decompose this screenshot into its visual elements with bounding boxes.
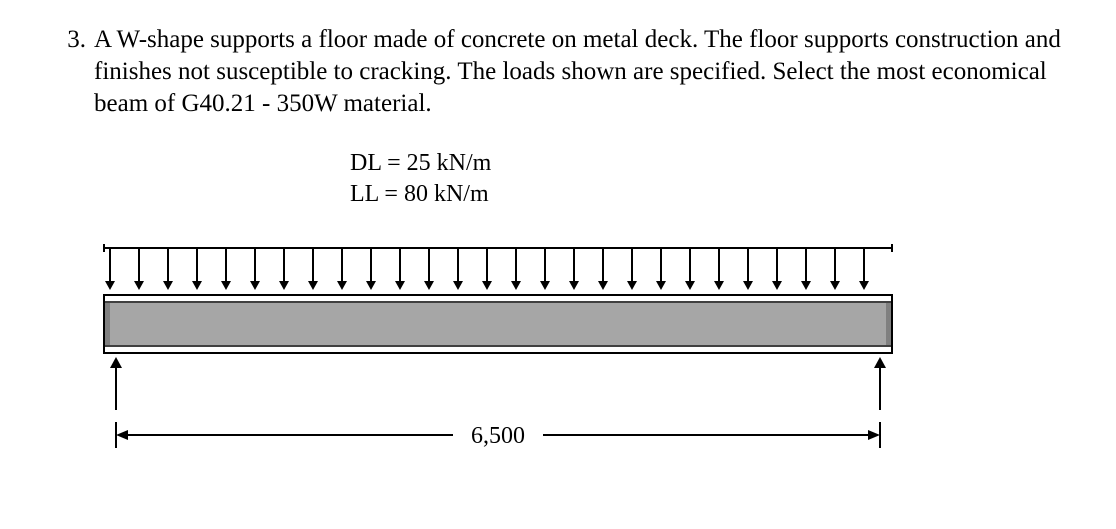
span-dimension-label: 6,500 xyxy=(471,423,525,449)
page: 3. A W-shape supports a floor made of co… xyxy=(0,0,1116,529)
problem-number: 3. xyxy=(40,24,94,56)
dead-load-label: DL = 25 kN/m xyxy=(350,148,1076,179)
problem-text: A W-shape supports a floor made of concr… xyxy=(94,24,1076,120)
load-labels: DL = 25 kN/m LL = 80 kN/m xyxy=(350,148,1076,210)
beam-diagram-svg: 6,500 xyxy=(96,240,906,510)
problem-block: 3. A W-shape supports a floor made of co… xyxy=(40,24,1076,120)
beam-figure: 6,500 xyxy=(96,240,906,510)
live-load-label: LL = 80 kN/m xyxy=(350,179,1076,210)
